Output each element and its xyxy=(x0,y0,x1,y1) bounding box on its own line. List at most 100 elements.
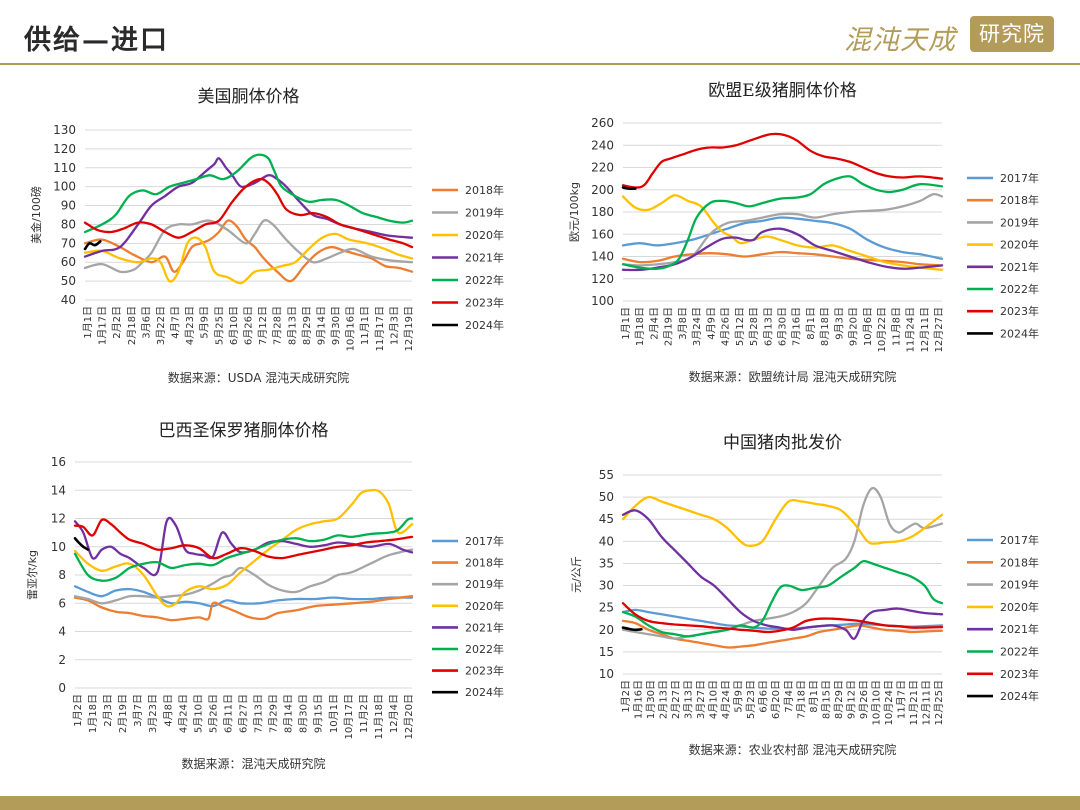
x-tick-label: 5月25日 xyxy=(213,306,225,345)
legend-item: 2024年 xyxy=(967,326,1039,340)
footer-bar xyxy=(0,796,1080,810)
series-line-2020年 xyxy=(83,232,414,285)
x-tick-label: 3月13日 xyxy=(683,680,695,719)
legend-item: 2023年 xyxy=(967,304,1039,318)
series-line-2022年 xyxy=(621,559,944,638)
x-tick-label: 2月19日 xyxy=(117,694,129,733)
legend-item: 2022年 xyxy=(432,273,504,287)
x-tick-label: 12月3日 xyxy=(388,306,400,345)
legend-label: 2017年 xyxy=(1000,171,1039,185)
series-line-2024年 xyxy=(621,626,643,632)
legend-item: 2019年 xyxy=(432,577,504,591)
x-tick-label: 5月12日 xyxy=(734,307,746,346)
legend-label: 2019年 xyxy=(1000,578,1039,592)
x-tick-label: 9月15日 xyxy=(313,694,325,733)
y-tick-label: 60 xyxy=(61,255,76,269)
y-tick-label: 12 xyxy=(51,512,66,526)
x-tick-label: 12月25日 xyxy=(933,680,945,725)
x-tick-label: 10月24日 xyxy=(883,680,895,725)
series-line-2023年 xyxy=(83,177,414,249)
y-tick-label: 140 xyxy=(591,250,614,264)
legend-label: 2021年 xyxy=(1000,260,1039,274)
y-tick-label: 240 xyxy=(591,138,614,152)
x-tick-label: 11月18日 xyxy=(373,694,385,739)
x-tick-label: 6月30日 xyxy=(777,307,789,346)
x-tick-label: 12月20日 xyxy=(403,694,415,739)
x-tick-label: 1月2日 xyxy=(72,694,84,727)
x-tick-label: 1月16日 xyxy=(633,680,645,719)
y-tick-label: 14 xyxy=(51,483,66,497)
y-tick-label: 90 xyxy=(61,199,76,213)
legend-label: 2022年 xyxy=(1000,282,1039,296)
legend-label: 2018年 xyxy=(465,556,504,570)
x-tick-label: 4月26日 xyxy=(720,307,732,346)
page-title: 供给—进口 xyxy=(24,25,169,56)
x-tick-label: 6月20日 xyxy=(770,680,782,719)
legend-item: 2023年 xyxy=(432,664,504,678)
x-tick-label: 5月10日 xyxy=(192,694,204,733)
x-tick-label: 1月18日 xyxy=(87,694,99,733)
x-tick-label: 3月7日 xyxy=(132,694,144,727)
y-axis-label: 欧元/100kg xyxy=(568,182,581,242)
series-line-2024年 xyxy=(83,240,102,251)
x-tick-label: 6月10日 xyxy=(228,306,240,345)
legend-item: 2022年 xyxy=(967,282,1039,296)
x-tick-label: 10月17日 xyxy=(343,694,355,739)
legend-item: 2018年 xyxy=(432,556,504,570)
series-line-2022年 xyxy=(73,517,414,582)
x-tick-label: 6月6日 xyxy=(758,680,770,713)
legend-item: 2019年 xyxy=(967,215,1039,229)
legend-item: 2024年 xyxy=(432,318,504,332)
legend-label: 2021年 xyxy=(465,620,504,634)
y-axis-label: 雷亚尔/kg xyxy=(26,550,39,600)
x-tick-label: 10月10日 xyxy=(870,680,882,725)
x-tick-label: 1月1日 xyxy=(620,307,632,340)
x-tick-label: 11月17日 xyxy=(374,306,386,351)
chart-source: 数据来源：欧盟统计局 混沌天成研究院 xyxy=(689,369,897,384)
legend-label: 2024年 xyxy=(465,685,504,699)
legend-item: 2023年 xyxy=(432,296,504,310)
x-tick-label: 3月22日 xyxy=(155,306,167,345)
legend-label: 2019年 xyxy=(465,577,504,591)
chart-title: 欧盟E级猪胴体价格 xyxy=(708,81,856,101)
series-line-2023年 xyxy=(621,132,944,189)
y-tick-label: 55 xyxy=(599,468,614,482)
series-line-2022年 xyxy=(83,153,414,234)
x-tick-label: 3月8日 xyxy=(677,307,689,340)
legend-item: 2020年 xyxy=(432,228,504,242)
chart-source: 数据来源：USDA 混沌天成研究院 xyxy=(168,370,349,385)
y-tick-label: 100 xyxy=(53,180,76,194)
x-tick-label: 8月1日 xyxy=(808,680,820,713)
y-tick-label: 180 xyxy=(591,205,614,219)
y-tick-label: 45 xyxy=(599,512,614,526)
x-tick-label: 2月2日 xyxy=(111,306,123,339)
y-tick-label: 6 xyxy=(58,596,66,610)
x-tick-label: 9月26日 xyxy=(858,680,870,719)
x-tick-label: 6月27日 xyxy=(238,694,250,733)
x-tick-label: 9月20日 xyxy=(848,307,860,346)
legend-item: 2023年 xyxy=(967,667,1039,681)
x-tick-label: 2月19日 xyxy=(663,307,675,346)
x-tick-label: 8月18日 xyxy=(819,307,831,346)
legend-label: 2021年 xyxy=(1000,622,1039,636)
y-tick-label: 25 xyxy=(599,601,614,615)
y-tick-label: 16 xyxy=(51,455,66,469)
x-tick-label: 9月12日 xyxy=(845,680,857,719)
y-tick-label: 10 xyxy=(599,667,614,681)
y-tick-label: 0 xyxy=(58,681,66,695)
x-tick-label: 6月11日 xyxy=(222,694,234,733)
brand-logo: 混沌天成 研究院 xyxy=(840,12,1058,58)
series-line-2021年 xyxy=(621,227,944,272)
series-line-2017年 xyxy=(621,216,944,260)
legend-item: 2019年 xyxy=(432,206,504,220)
y-tick-label: 260 xyxy=(591,116,614,130)
legend-label: 2017年 xyxy=(465,534,504,548)
x-tick-label: 3月27日 xyxy=(695,680,707,719)
chart-title: 巴西圣保罗猪胴体价格 xyxy=(159,421,329,441)
y-tick-label: 50 xyxy=(61,274,76,288)
legend-item: 2021年 xyxy=(432,251,504,265)
legend-item: 2021年 xyxy=(967,260,1039,274)
legend-label: 2023年 xyxy=(465,664,504,678)
legend-label: 2023年 xyxy=(1000,667,1039,681)
